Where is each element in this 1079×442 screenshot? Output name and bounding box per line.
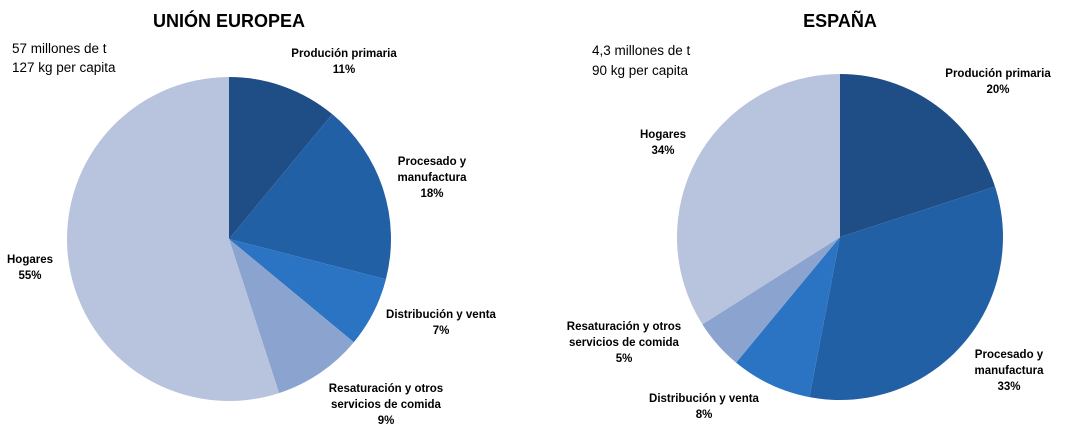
es-slice-procesado-y-manufactura	[809, 186, 1003, 400]
es-total-per-capita: 90 kg per capita	[592, 63, 689, 78]
es-label-resaturacion-y-otros-servicios-de-comida: Resaturación y otros servicios de comida 5…	[567, 321, 681, 365]
eu-label-distribucion-y-venta: Distribución y venta 7%	[386, 309, 497, 337]
es-slice-resaturacion-y-otros-servicios-de-comida	[702, 237, 840, 363]
eu-label-hogares: Hogares 55%	[7, 254, 53, 282]
eu-slice-resaturacion-y-otros-servicios-de-comida	[229, 239, 354, 394]
eu-slice-hogares	[66, 77, 280, 401]
eu-label-producion-primaria: Produción primaria 11%	[291, 48, 397, 76]
eu-label-procesado-y-manufactura: Procesado y manufactura 18%	[397, 156, 467, 200]
es-slice-producion-primaria	[840, 74, 996, 237]
es-slice-distribucion-y-venta	[736, 237, 840, 398]
eu-label-resaturacion-y-otros-servicios-de-comida: Resaturación y otros servicios de comida 9…	[329, 383, 443, 427]
eu-title: UNIÓN EUROPEA	[153, 10, 305, 31]
eu-slice-producion-primaria	[229, 77, 333, 239]
eu-slice-procesado-y-manufactura	[229, 114, 391, 280]
eu-total-tonnes: 57 millones de t	[12, 41, 107, 56]
es-label-distribucion-y-venta: Distribución y venta 8%	[649, 393, 760, 421]
es-total-tonnes: 4,3 millones de t	[592, 43, 691, 58]
es-label-producion-primaria: Produción primaria 20%	[945, 68, 1051, 96]
eu-pie: Produción primaria 11% Procesado y manufact…	[7, 48, 497, 427]
es-title: ESPAÑA	[803, 10, 877, 31]
es-pie: Produción primaria 20% Procesado y manufact…	[567, 68, 1052, 421]
es-label-hogares: Hogares 34%	[640, 129, 686, 157]
eu-total-per-capita: 127 kg per capita	[12, 60, 116, 75]
es-slice-hogares	[676, 73, 840, 325]
eu-slice-distribucion-y-venta	[229, 239, 386, 343]
es-label-procesado-y-manufactura: Procesado y manufactura 33%	[974, 349, 1044, 393]
